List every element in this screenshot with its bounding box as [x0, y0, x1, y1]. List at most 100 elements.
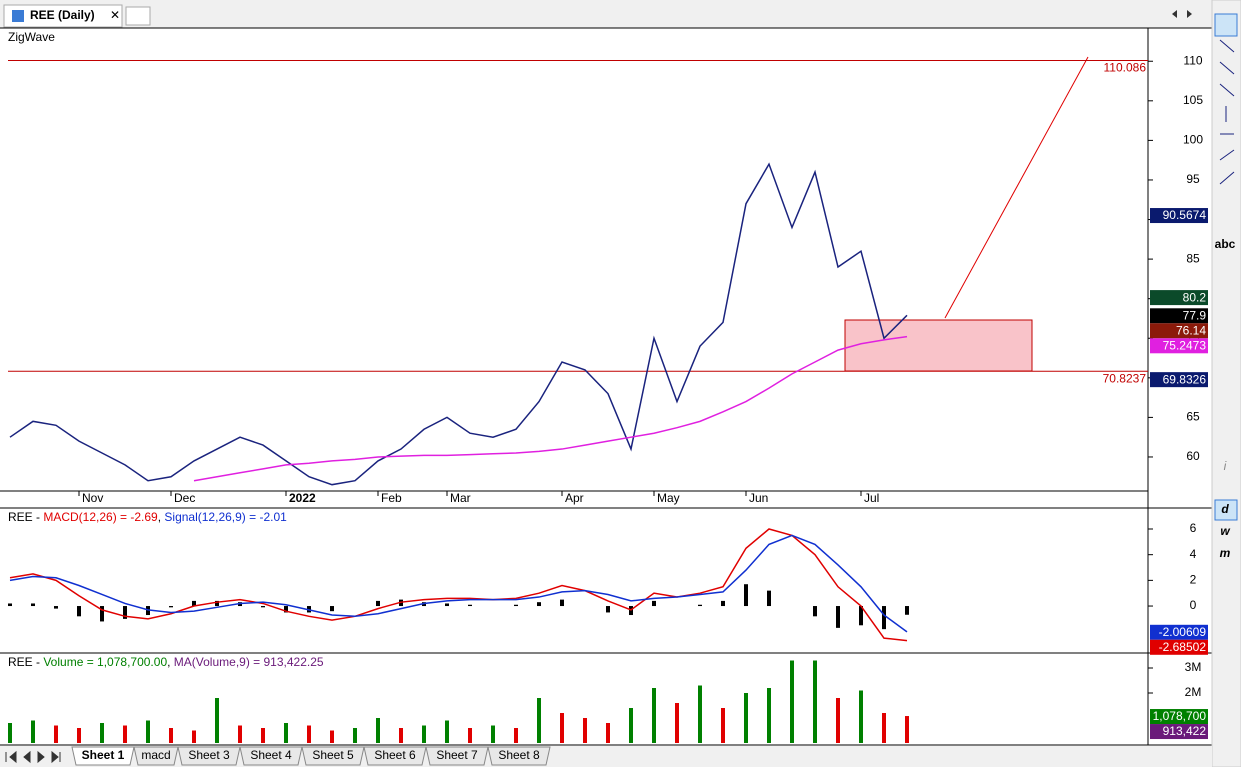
sheet-tab-shape	[239, 746, 303, 766]
volume-bar	[215, 698, 219, 743]
volume-bar	[767, 688, 771, 743]
series-line	[9, 162, 908, 486]
title-part: REE -	[8, 655, 43, 669]
volume-bar	[77, 728, 81, 743]
sheet-tab-shape	[363, 746, 427, 766]
sheet-tab-shape	[301, 746, 365, 766]
volume-bar	[123, 725, 127, 743]
histogram-bar	[698, 604, 702, 607]
price-label: 77.9	[1183, 308, 1207, 322]
volume-bar	[905, 716, 909, 743]
y-tick-label: 2	[1190, 573, 1197, 587]
price-label-box	[1150, 724, 1208, 740]
y-tick-label: 95	[1186, 172, 1200, 186]
sheet-tab-shape	[177, 746, 241, 766]
title-part: REE -	[8, 510, 43, 524]
monthly-tool[interactable]: m	[1220, 546, 1231, 560]
title-part: ,	[167, 655, 174, 669]
volume-bar	[376, 718, 380, 743]
sheet-tab[interactable]: Sheet 3	[177, 746, 241, 766]
tool[interactable]: i	[1224, 459, 1227, 473]
sheet-tab-label: Sheet 3	[188, 748, 230, 762]
volume-bar	[284, 723, 288, 743]
y-tick-label: 65	[1186, 410, 1200, 424]
volume-bar	[399, 728, 403, 743]
sheet-tab-label: Sheet 5	[312, 748, 354, 762]
price-label: 1,078,700	[1153, 709, 1207, 723]
volume-bar	[422, 725, 426, 743]
histogram-bar	[8, 603, 12, 607]
volume-bar	[606, 723, 610, 743]
price-label-box	[1150, 639, 1208, 655]
y-tick-label: 0	[1190, 598, 1197, 612]
sheet-tab[interactable]: Sheet 6	[363, 746, 427, 766]
sheet-tab[interactable]: Sheet 1	[71, 746, 135, 766]
tool-icons[interactable]	[1219, 39, 1235, 185]
pointer-tool[interactable]	[1214, 13, 1238, 37]
volume-bar	[882, 713, 886, 743]
price-label: -2.68502	[1159, 640, 1207, 654]
sheet-tab[interactable]: macd	[133, 746, 179, 766]
histogram-bar	[468, 604, 472, 607]
series-line	[9, 534, 908, 633]
price-label: 90.5674	[1163, 208, 1207, 222]
y-tick-label: 60	[1186, 449, 1200, 463]
volume-bar	[836, 698, 840, 743]
daily-tool[interactable]: d	[1221, 502, 1229, 516]
sheet-tab[interactable]: Sheet 5	[301, 746, 365, 766]
title-part: ,	[158, 510, 165, 524]
x-tick-label: Jul	[864, 491, 879, 505]
volume-bar	[790, 660, 794, 743]
sheet-tab[interactable]: Sheet 4	[239, 746, 303, 766]
histogram-bar	[606, 606, 610, 613]
text-tool[interactable]: abc	[1215, 237, 1236, 251]
y-tick-label: 110	[1183, 53, 1202, 67]
target-zone	[844, 319, 1033, 372]
histogram-bar	[31, 603, 35, 607]
histogram-bar	[721, 600, 725, 607]
histogram-bar	[560, 599, 564, 607]
volume-bar	[100, 723, 104, 743]
volume-bar	[31, 720, 35, 743]
sheet-nav[interactable]	[5, 750, 61, 764]
projection-line	[944, 56, 1089, 319]
volume-bar	[813, 660, 817, 743]
chart-title: ZigWave	[8, 30, 55, 44]
macd-title: REE - MACD(12,26) = -2.69, Signal(12,26,…	[8, 510, 287, 524]
histogram-bar	[376, 600, 380, 607]
sheet-tab-label: Sheet 8	[498, 748, 540, 762]
y-tick-label: 3M	[1185, 660, 1202, 674]
price-label-box	[1150, 208, 1208, 224]
tab-close[interactable]: ✕	[110, 8, 120, 22]
volume-bar	[330, 730, 334, 743]
sheet-tab[interactable]: Sheet 8	[487, 746, 551, 766]
x-tick-label: Jun	[749, 491, 768, 505]
price-label: 80.2	[1183, 290, 1207, 304]
x-tick-label: Feb	[381, 491, 402, 505]
price-label: 913,422	[1163, 724, 1207, 738]
drawing-toolbar	[1211, 0, 1241, 767]
y-tick-label: 4	[1190, 547, 1197, 561]
sheet-tab-shape	[425, 746, 489, 766]
histogram-bar	[123, 606, 127, 619]
x-tick-label: 2022	[289, 491, 316, 505]
volume-bar	[192, 730, 196, 743]
weekly-tool[interactable]: w	[1220, 524, 1230, 538]
sheet-tab[interactable]: Sheet 7	[425, 746, 489, 766]
histogram-bar	[537, 602, 541, 607]
chart-tab[interactable]	[3, 4, 123, 28]
tab-scroll[interactable]	[1172, 10, 1192, 18]
sheet-tab-shape	[133, 746, 179, 766]
histogram-bar	[882, 606, 886, 630]
volume-title: REE - Volume = 1,078,700.00, MA(Volume,9…	[8, 655, 324, 669]
volume-bar	[54, 725, 58, 743]
histogram-bar	[652, 600, 656, 607]
price-label-box	[1150, 372, 1208, 388]
price-label-box	[1150, 323, 1208, 339]
new-tab[interactable]	[125, 6, 151, 26]
sheet-tab-label: Sheet 7	[436, 748, 478, 762]
histogram-bar	[77, 606, 81, 617]
volume-bar	[721, 708, 725, 743]
